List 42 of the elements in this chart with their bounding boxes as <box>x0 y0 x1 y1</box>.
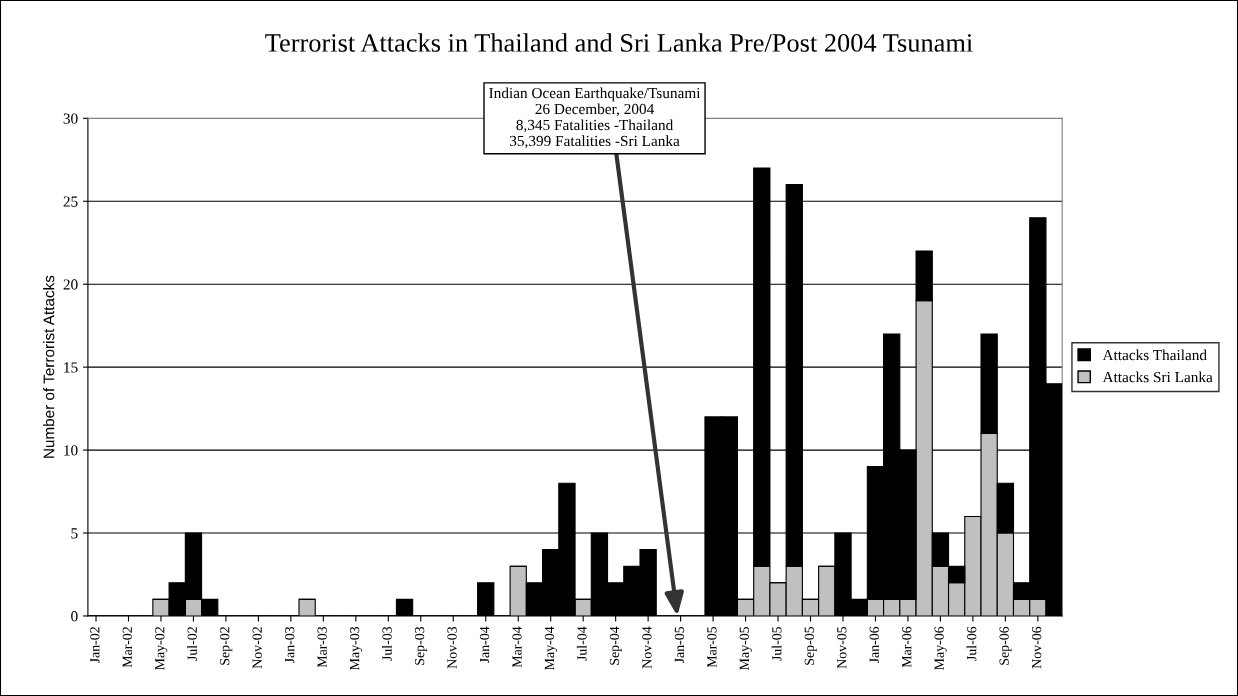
y-tick-label: 25 <box>63 196 78 207</box>
x-tick-label: May-05 <box>739 626 752 670</box>
x-tick-label: Jul-05 <box>771 626 782 661</box>
y-tick-label: 10 <box>64 445 78 456</box>
x-tick-label: Sep-06 <box>999 626 1012 665</box>
x-tick-label: May-06 <box>934 626 947 670</box>
annotation: Indian Ocean Earthquake/Tsunami 26 December, 2004 8,345 Fatalities -Thailand 35,399 Fatalities -Sri Lanka <box>489 87 701 149</box>
x-tick-label: Nov-02 <box>252 627 262 669</box>
x-tick-label: Jul-04 <box>576 626 587 661</box>
legend-label: Attacks Sri Lanka <box>1102 371 1213 383</box>
x-tick-label: Mar-05 <box>707 626 717 668</box>
x-tick-label: Nov-03 <box>447 626 457 669</box>
y-tick-label: 5 <box>71 528 78 539</box>
x-tick-label: Jul-03 <box>382 626 392 661</box>
x-tick-label: Jan-06 <box>869 626 879 664</box>
x-tick-label: Mar-04 <box>512 626 522 668</box>
x-tick-label: Mar-06 <box>902 626 912 668</box>
x-tick-label: Nov-05 <box>837 626 847 669</box>
y-tick-label: 15 <box>64 362 78 373</box>
legend-label: Attacks Thailand <box>1102 349 1207 361</box>
x-tick-label: Sep-02 <box>220 627 233 665</box>
x-tick-label: Sep-03 <box>414 626 428 665</box>
x-tick-label: Jan-05 <box>674 626 685 664</box>
x-tick-label: Sep-05 <box>804 626 817 665</box>
x-tick-label: Jul-06 <box>966 626 977 661</box>
x-tick-label: Mar-03 <box>317 626 327 668</box>
x-tick-label: May-02 <box>155 627 168 670</box>
y-tick-label: 30 <box>63 113 78 124</box>
x-tick-label: Nov-06 <box>1031 626 1042 669</box>
x-tick-label: Mar-02 <box>122 627 132 668</box>
x-tick-label: May-03 <box>349 626 363 670</box>
x-tick-label: Nov-04 <box>642 626 652 669</box>
y-axis-title: Number of Terrorist Attacks <box>43 275 55 458</box>
y-tick-label: 0 <box>71 611 78 622</box>
x-tick-label: Jan-03 <box>284 626 295 664</box>
x-tick-label: Sep-04 <box>609 626 622 665</box>
x-tick-label: Jul-02 <box>187 627 197 661</box>
y-tick-label: 20 <box>63 279 78 290</box>
chart-title: Terrorist Attacks in Thailand and Sri Lanka Pre/Post 2004 Tsunami <box>265 33 973 52</box>
x-tick-label: Jan-02 <box>90 627 100 664</box>
x-tick-label: May-04 <box>544 626 557 670</box>
x-tick-label: Jan-04 <box>479 626 490 664</box>
